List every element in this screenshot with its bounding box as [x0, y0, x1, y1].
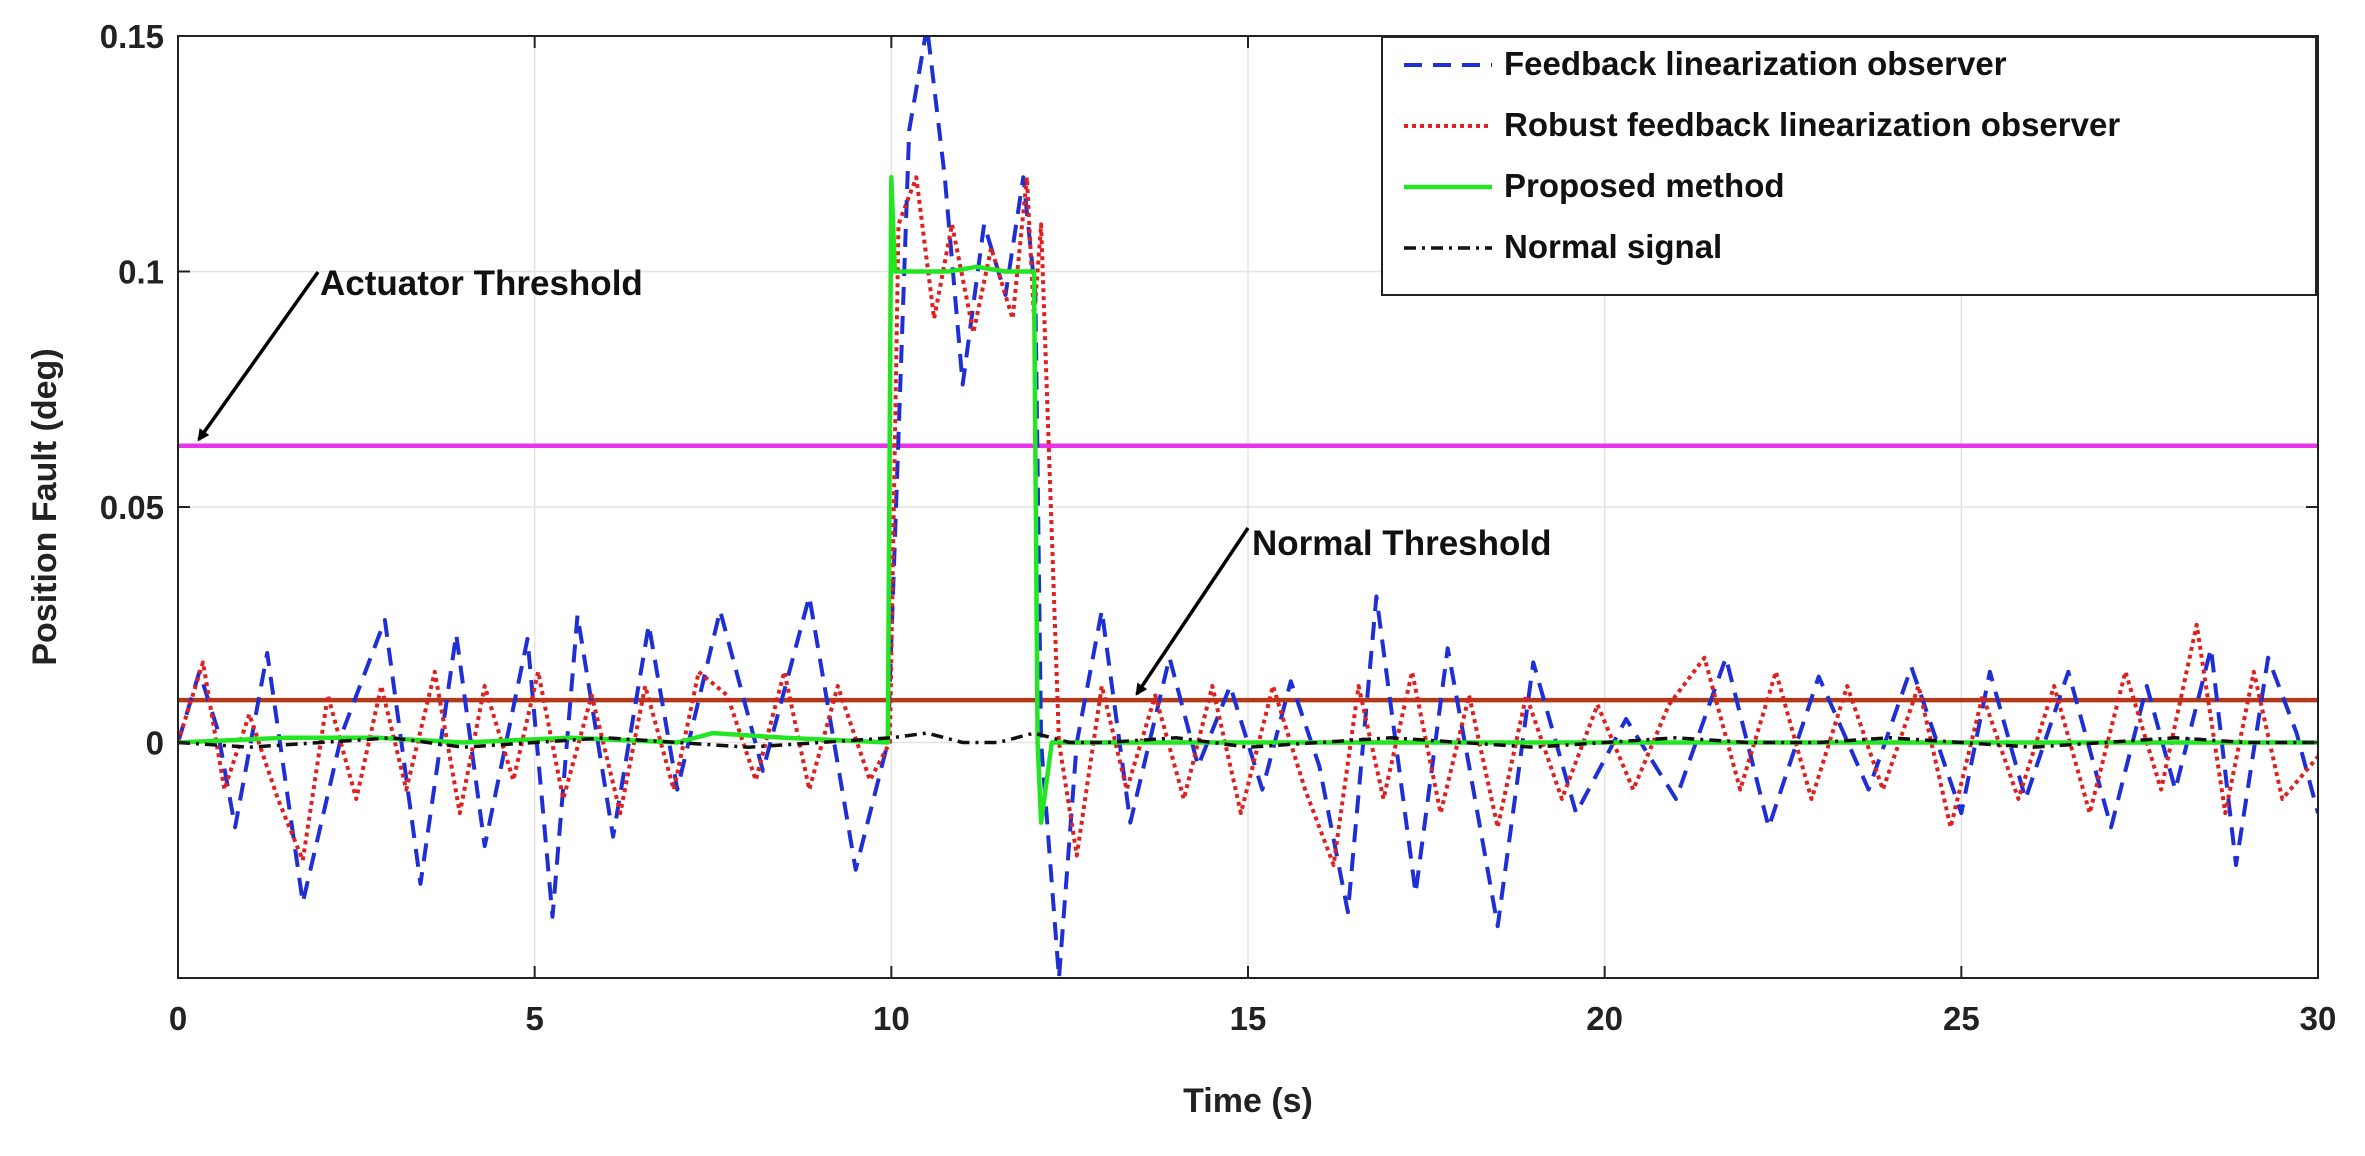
annotation-text: Actuator Threshold: [320, 264, 643, 303]
x-axis-label: Time (s): [1183, 1082, 1313, 1120]
annotations: Actuator Threshold Normal Threshold: [197, 264, 1551, 696]
x-tick-label: 15: [1230, 1000, 1267, 1037]
legend-label: Robust feedback linearization observer: [1504, 106, 2120, 143]
x-tick-label: 20: [1586, 1000, 1623, 1037]
annotation-arrow: [1135, 527, 1250, 696]
threshold-lines: [178, 443, 2318, 703]
legend-label: Normal signal: [1504, 228, 1722, 265]
legend-label: Proposed method: [1504, 167, 1785, 204]
x-tick-label: 10: [873, 1000, 910, 1037]
annotation-arrow: [197, 270, 320, 442]
y-tick-label: 0.15: [100, 18, 164, 55]
axis-ticks: 0 5 10 15 20 25 30 0 0.05 0.1 0.15: [100, 18, 2337, 1037]
x-tick-label: 5: [525, 1000, 543, 1037]
x-tick-label: 30: [2300, 1000, 2337, 1037]
series-line-4: [178, 731, 2318, 749]
x-tick-label: 25: [1943, 1000, 1980, 1037]
x-tick-label: 0: [169, 1000, 187, 1037]
y-tick-label: 0: [146, 725, 164, 762]
y-tick-label: 0.1: [118, 254, 164, 291]
series-line-1: [178, 36, 2318, 978]
series-line-2: [178, 175, 2318, 867]
legend-label: Feedback linearization observer: [1504, 45, 2007, 82]
legend: Feedback linearization observer Robust fe…: [1381, 36, 2317, 296]
legend-box: [1381, 36, 2317, 296]
y-tick-label: 0.05: [100, 489, 164, 526]
series-lines: [178, 36, 2318, 978]
y-axis-label: Position Fault (deg): [26, 348, 64, 665]
annotation-text: Normal Threshold: [1252, 524, 1551, 563]
